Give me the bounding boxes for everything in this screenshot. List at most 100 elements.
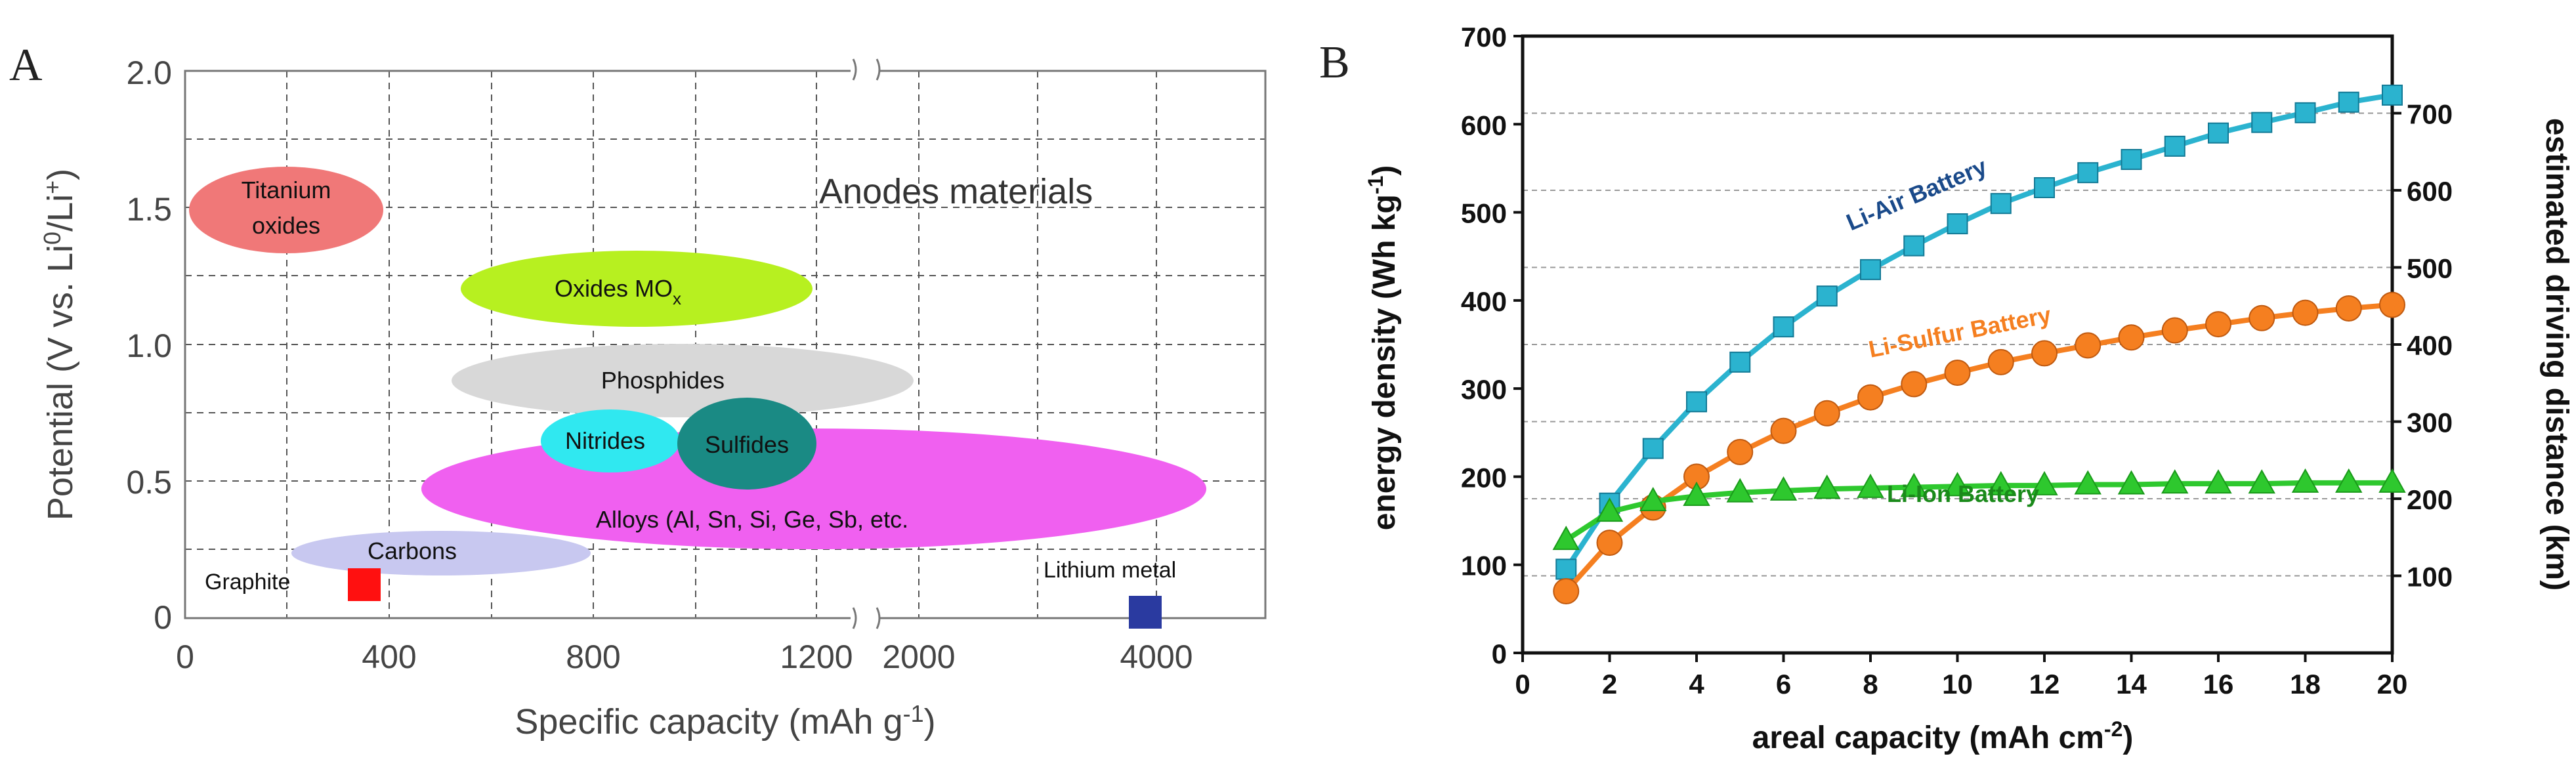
a-xtick-1200: 1200 — [780, 638, 853, 675]
a-xtick-400: 400 — [362, 638, 416, 675]
b-y2tick-200: 200 — [2407, 484, 2453, 515]
li-ion-battery-point-5 — [1726, 478, 1754, 503]
panel-a-ylabel: Potential (V vs. Li0/Li+) — [39, 169, 80, 520]
li-air-battery-point-9 — [1903, 235, 1925, 257]
li-air-battery-point-12 — [2034, 177, 2055, 198]
graphite-point — [348, 568, 381, 601]
b-ytick-500: 500 — [1461, 198, 1507, 229]
li-ion-battery-point-9 — [1900, 472, 1928, 497]
li-sulfur-battery-point-14 — [2118, 324, 2145, 351]
lithium-metal-point — [1129, 596, 1162, 629]
li-ion-battery-point-20 — [2378, 468, 2406, 493]
panel-b-xlabel: areal capacity (mAh cm-2) — [1752, 717, 2134, 755]
panel-b-ylabel: energy density (Wh kg-1) — [1364, 165, 1402, 531]
li-ion-battery-point-6 — [1769, 476, 1798, 501]
li-sulfur-battery-point-18 — [2292, 299, 2319, 326]
b-ytick-0: 0 — [1492, 638, 1507, 669]
li-ion-battery-point-8 — [1857, 473, 1884, 498]
sulfides-label: Sulfides — [705, 431, 789, 458]
li-sulfur-battery-point-16 — [2205, 311, 2231, 338]
b-xtick-4: 4 — [1689, 669, 1704, 700]
sulfides-region — [677, 398, 816, 490]
a-ytick-0: 0 — [154, 599, 172, 636]
panel-a-axis-break-top — [851, 58, 881, 83]
a-ytick-1.5: 1.5 — [126, 191, 172, 228]
a-ytick-2.0: 2.0 — [126, 54, 172, 91]
li-ion-battery-point-19 — [2335, 468, 2363, 493]
panel-a-yticks: 2.0 1.5 1.0 0.5 0 — [126, 54, 172, 636]
panel-a-xticks: 0 400 800 1200 2000 4000 — [176, 638, 1193, 675]
b-y2tick-400: 400 — [2407, 330, 2453, 361]
b-xtick-6: 6 — [1776, 669, 1791, 700]
b-y2tick-600: 600 — [2407, 176, 2453, 207]
a-xtick-800: 800 — [566, 638, 620, 675]
oxides-mox-region — [461, 251, 813, 327]
li-ion-battery-point-3 — [1639, 486, 1667, 512]
b-xtick-0: 0 — [1515, 669, 1530, 700]
panel-b-series-labels: Li-Air Battery Li-Sulfur Battery Li-Ion Ba… — [1842, 153, 2053, 507]
b-ytick-700: 700 — [1461, 22, 1507, 52]
li-ion-battery-point-18 — [2291, 468, 2319, 493]
li-air-battery-point-19 — [2338, 91, 2359, 113]
b-ytick-400: 400 — [1461, 286, 1507, 317]
panel-a: A Titanium oxides Oxides MOx Phosphides … — [9, 40, 1267, 742]
graphite-label: Graphite — [205, 570, 290, 595]
panel-b-series — [1552, 84, 2406, 604]
carbons-label: Carbons — [368, 537, 457, 564]
li-ion-battery-point-12 — [2031, 470, 2058, 495]
nitrides-region — [541, 409, 680, 472]
li-sulfur-battery-point-6 — [1770, 417, 1797, 444]
b-xtick-14: 14 — [2116, 669, 2147, 700]
li-air-battery-point-17 — [2251, 112, 2273, 133]
li-sulfur-battery-point-8 — [1857, 384, 1884, 411]
li-sulfur-battery-point-5 — [1727, 438, 1754, 465]
b-y2tick-700: 700 — [2407, 99, 2453, 130]
a-xtick-4000: 4000 — [1120, 638, 1193, 675]
a-xtick-0: 0 — [176, 638, 194, 675]
titanium-oxides-region — [189, 167, 383, 253]
li-sulfur-battery-point-15 — [2161, 317, 2188, 344]
a-ytick-1.0: 1.0 — [126, 327, 172, 364]
b-xtick-10: 10 — [1942, 669, 1973, 700]
li-air-battery-point-7 — [1816, 285, 1838, 307]
li-air-battery-point-1 — [1555, 558, 1577, 580]
li-ion-battery-point-17 — [2248, 469, 2275, 494]
panel-b-y2label: estimated driving distance (km) — [2539, 118, 2574, 591]
li-ion-battery-point-16 — [2205, 469, 2232, 494]
li-sulfur-battery-point-1 — [1553, 578, 1580, 604]
li-ion-battery-point-4 — [1683, 481, 1710, 506]
lithium-metal-label: Lithium metal — [1044, 558, 1176, 583]
nitrides-label: Nitrides — [565, 427, 645, 454]
li-sulfur-battery-point-9 — [1901, 371, 1928, 398]
panel-a-frame — [184, 70, 1267, 619]
li-air-battery-point-20 — [2382, 84, 2403, 106]
panel-b: B 01002003004005006007001002003004005006… — [1319, 22, 2574, 755]
li-sulfur-battery-point-20 — [2379, 291, 2405, 318]
li-ion-battery-point-7 — [1813, 474, 1841, 499]
b-xtick-20: 20 — [2377, 669, 2408, 700]
b-xtick-16: 16 — [2203, 669, 2234, 700]
b-y2tick-300: 300 — [2407, 407, 2453, 438]
b-y2tick-100: 100 — [2407, 562, 2453, 593]
b-ytick-100: 100 — [1461, 551, 1507, 581]
b-xtick-12: 12 — [2029, 669, 2060, 700]
b-xtick-18: 18 — [2290, 669, 2321, 700]
b-ytick-600: 600 — [1461, 110, 1507, 140]
panel-b-grid — [1523, 112, 2392, 577]
b-y2tick-500: 500 — [2407, 253, 2453, 284]
li-ion-battery-point-10 — [1943, 472, 1972, 497]
carbons-region — [291, 531, 591, 575]
li-air-battery-point-15 — [2164, 135, 2185, 157]
li-ion-battery-point-13 — [2074, 470, 2101, 495]
phosphides-label: Phosphides — [601, 367, 725, 394]
a-ytick-0.5: 0.5 — [126, 464, 172, 501]
anodes-materials-annotation: Anodes materials — [819, 172, 1093, 211]
li-sulfur-battery-point-11 — [1987, 348, 2014, 375]
li-air-battery-point-4 — [1686, 391, 1707, 413]
li-air-battery-point-5 — [1729, 351, 1751, 373]
phosphides-region — [452, 344, 914, 417]
li-air-battery-point-6 — [1773, 316, 1794, 338]
oxides-mox-label: Oxides MOx — [555, 275, 681, 308]
li-ion-battery-point-15 — [2161, 469, 2189, 494]
panel-a-letter: A — [9, 40, 43, 91]
